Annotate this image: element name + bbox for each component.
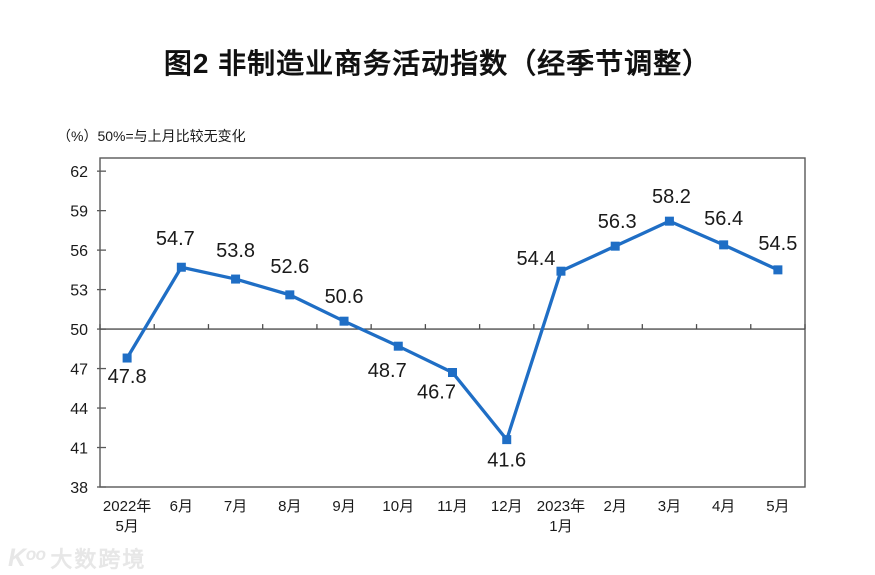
y-axis-label: 41: [70, 441, 88, 458]
data-point-marker: [502, 435, 512, 445]
axis-unit-note: （%）50%=与上月比较无变化: [57, 128, 246, 144]
watermark-logo-icon: Kᵒᵒ: [8, 543, 45, 572]
data-label: 52.6: [270, 256, 309, 278]
data-point-marker: [231, 274, 241, 284]
data-point-marker: [448, 368, 457, 378]
data-point-marker: [556, 266, 566, 276]
x-axis-label: 7月: [224, 498, 247, 515]
data-label: 53.8: [216, 240, 255, 262]
data-point-marker: [176, 262, 186, 272]
data-point-marker: [285, 290, 295, 300]
x-axis-label: 11月: [437, 498, 468, 515]
x-axis-label: 8月: [278, 498, 301, 515]
watermark-text: 大数跨境: [50, 547, 147, 572]
x-axis-label: 1月: [549, 518, 572, 535]
y-axis-label: 56: [70, 243, 88, 260]
data-label: 54.4: [516, 248, 555, 270]
x-axis-label: 9月: [332, 498, 355, 515]
y-axis-label: 38: [70, 480, 88, 497]
data-label: 54.7: [156, 228, 195, 250]
data-label: 56.3: [598, 211, 637, 233]
data-point-marker: [393, 341, 403, 351]
data-label: 56.4: [704, 208, 743, 230]
plot-frame: [99, 157, 806, 488]
data-label: 54.5: [758, 233, 797, 255]
y-axis-label: 50: [70, 322, 88, 339]
data-point-marker: [773, 265, 783, 275]
data-label: 58.2: [652, 186, 691, 208]
data-point-marker: [122, 353, 132, 363]
x-axis-label: 2022年: [103, 498, 151, 515]
x-axis-label: 3月: [658, 498, 681, 515]
data-label: 47.8: [108, 366, 147, 388]
y-axis-label: 44: [70, 401, 88, 418]
data-point-marker: [610, 241, 620, 251]
x-axis-label: 4月: [712, 498, 735, 515]
x-axis-label: 5月: [766, 498, 789, 515]
y-axis-label: 53: [70, 283, 88, 300]
x-axis-label: 12月: [491, 498, 523, 515]
y-axis-label: 62: [70, 164, 88, 181]
x-axis-label: 2023年: [537, 498, 585, 515]
watermark: Kᵒᵒ 大数跨境: [8, 542, 146, 574]
data-label: 46.7: [417, 382, 456, 404]
data-point-marker: [664, 216, 674, 226]
y-axis-label: 47: [70, 362, 88, 379]
x-axis-label: 5月: [115, 518, 138, 535]
data-label: 50.6: [325, 286, 364, 308]
x-axis-label: 6月: [170, 498, 193, 515]
data-label: 41.6: [487, 450, 526, 472]
x-axis-label: 10月: [382, 498, 414, 515]
y-axis-label: 59: [70, 204, 88, 221]
data-point-marker: [719, 240, 729, 250]
data-point-marker: [339, 316, 349, 326]
x-axis-label: 2月: [604, 498, 627, 515]
chart-title: 图2 非制造业商务活动指数（经季节调整）: [163, 48, 712, 79]
data-label: 48.7: [368, 360, 407, 382]
